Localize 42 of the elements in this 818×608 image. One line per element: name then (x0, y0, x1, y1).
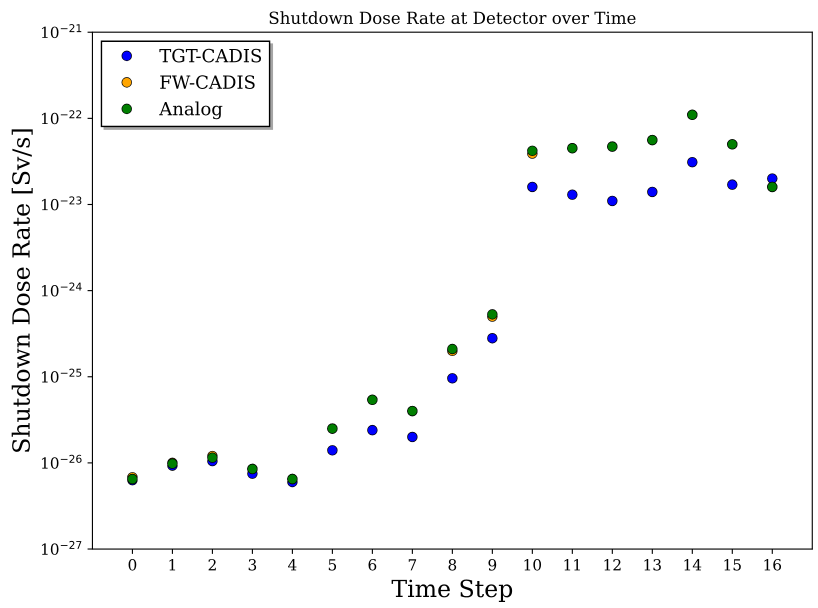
legend-label: TGT-CADIS (159, 48, 262, 62)
point (727, 179, 738, 190)
y-axis-title: Shutdown Dose Rate [Sv/s] (12, 129, 33, 452)
x-tick-label: 11 (564, 559, 580, 570)
x-tick-label: 6 (368, 559, 376, 571)
legend-label: FW-CADIS (160, 75, 255, 89)
x-tick-label: 7 (408, 559, 416, 570)
x-tick-label: 4 (288, 559, 296, 570)
x-tick-label: 8 (448, 559, 456, 571)
point (527, 182, 538, 192)
y-tick-label: 10$^{−26}$ (42, 454, 82, 469)
point (647, 186, 658, 198)
chart-title: Shutdown Dose Rate at Detector over Time (270, 11, 636, 24)
x-tick-label: 2 (208, 559, 216, 570)
point (527, 146, 538, 156)
x-tick-label: 3 (248, 559, 256, 571)
point (367, 424, 378, 436)
y-tick-label: 10$^{−25}$ (42, 368, 82, 383)
x-tick-label: 15 (724, 559, 741, 571)
y-tick-label: 10$^{−23}$ (42, 196, 82, 210)
point (327, 445, 338, 456)
y-tick-label: 10$^{−27}$ (42, 540, 82, 555)
x-tick-label: 14 (684, 559, 702, 570)
x-tick-label: 9 (488, 559, 496, 571)
x-axis-title: Time Step (392, 580, 512, 602)
x-tick-label: 1 (169, 559, 176, 570)
point (567, 189, 578, 200)
x-tick-label: 16 (764, 559, 782, 571)
x-tick-label: 5 (328, 559, 336, 571)
y-tick-label: 10$^{−21}$ (42, 24, 82, 38)
point (687, 156, 698, 168)
legend-label: Analog (159, 101, 222, 120)
y-tick-label: 10$^{−24}$ (42, 282, 82, 297)
x-tick-label: 10 (524, 559, 542, 571)
point (407, 432, 418, 442)
x-tick-label: 13 (644, 559, 661, 571)
point (487, 333, 498, 344)
point (447, 373, 458, 384)
point (607, 196, 618, 206)
x-tick-label: 0 (128, 559, 136, 571)
x-tick-label: 12 (604, 559, 621, 570)
y-tick-label: 10$^{−22}$ (42, 110, 82, 124)
